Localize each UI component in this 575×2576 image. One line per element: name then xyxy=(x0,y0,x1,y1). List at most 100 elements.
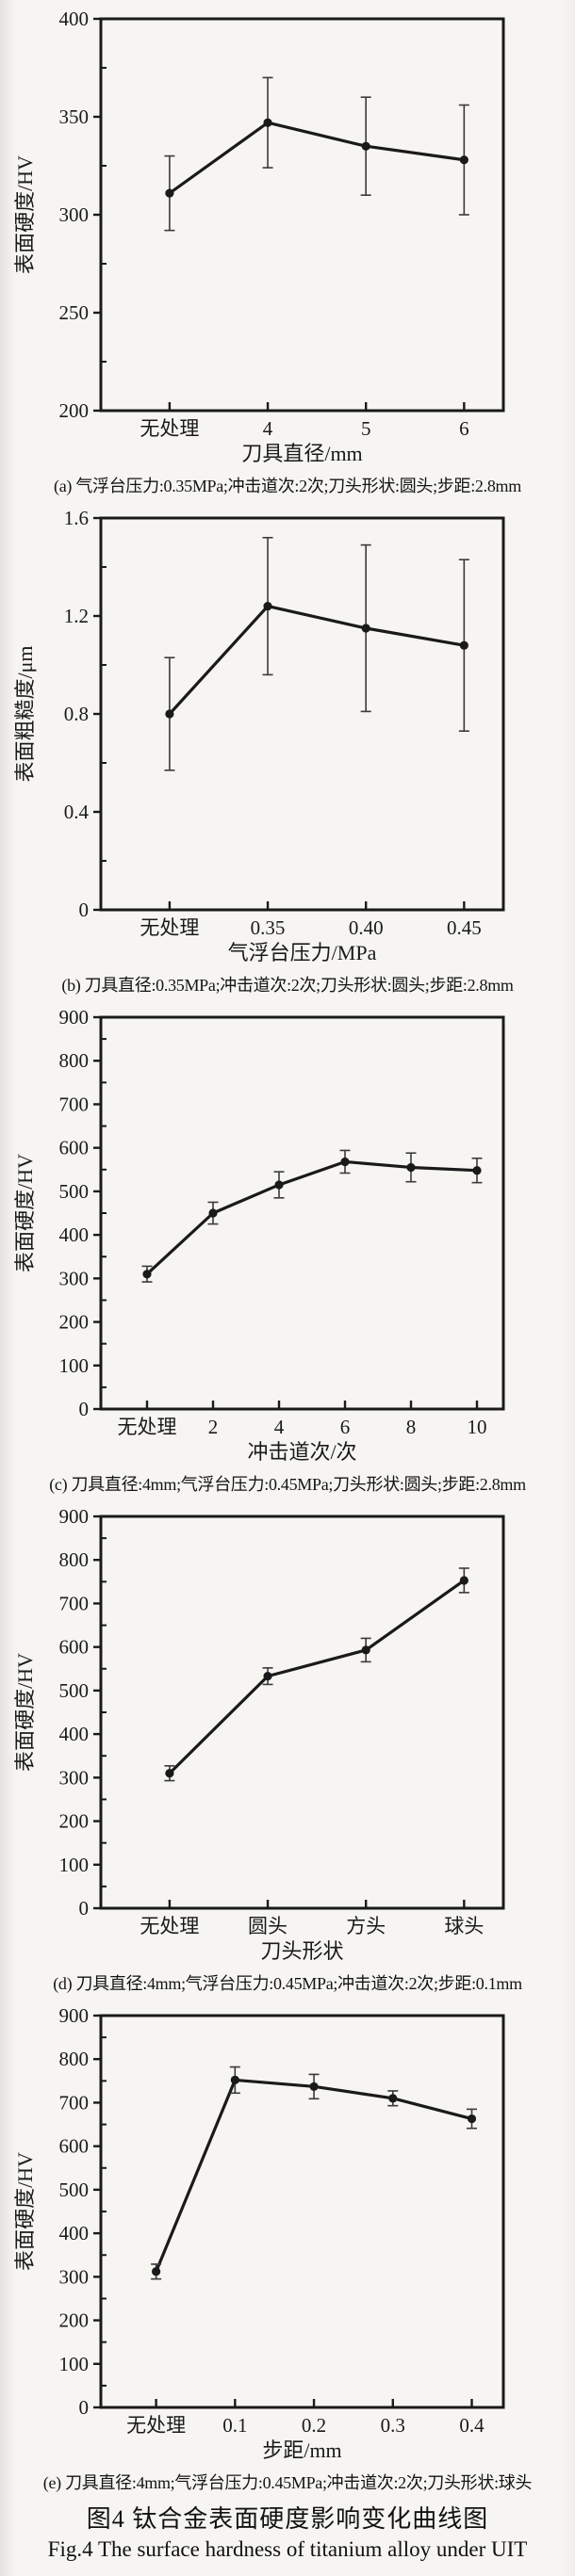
data-point-marker xyxy=(208,1208,218,1218)
x-tick-label: 无处理 xyxy=(140,916,199,939)
y-tick-label: 700 xyxy=(59,2091,90,2114)
data-point-marker xyxy=(263,118,272,127)
y-tick-label: 700 xyxy=(59,1592,90,1614)
chart-a-svg: 200 250 300 350 400 无处理 4 5 6 表面硬度/HV 刀具直径/mm xyxy=(13,8,505,465)
data-point-marker xyxy=(165,188,174,198)
y-tick-label: 500 xyxy=(59,2179,90,2201)
y-axis: 0 100 200 300 400 500 600 700 800 900 xyxy=(59,1505,107,1920)
chart-e-plot: 0 100 200 300 400 500 600 700 800 900 无处理 0.1 0.2 0.3… xyxy=(0,1997,575,2468)
x-axis: 无处理 4 5 6 xyxy=(140,402,469,440)
x-axis-title: 刀具直径/mm xyxy=(241,442,362,465)
y-tick-label: 300 xyxy=(59,1267,90,1289)
x-axis-title: 步距/mm xyxy=(262,2438,341,2462)
data-point-marker xyxy=(459,155,468,165)
y-tick-label: 600 xyxy=(59,1137,90,1159)
x-axis-title: 气浮台压力/MPa xyxy=(228,941,377,964)
y-axis-title: 表面粗糙度/μm xyxy=(13,645,37,782)
chart-a-caption: (a) 气浮台压力:0.35MPa;冲击道次:2次;刀头形状:圆头;步距:2.8… xyxy=(54,477,521,495)
chart-b-svg: 0 0.4 0.8 1.2 1.6 无处理 0.35 0.40 0.45 表面粗糙度/μm 气浮台压… xyxy=(13,507,505,964)
figure-title-english: Fig.4 The surface hardness of titanium a… xyxy=(47,2537,528,2561)
y-axis-title: 表面硬度/HV xyxy=(13,1653,37,1772)
y-tick-label: 250 xyxy=(59,301,90,324)
y-tick-label: 0.4 xyxy=(64,801,90,823)
data-point-marker xyxy=(165,709,174,719)
data-point-marker xyxy=(406,1162,416,1173)
y-tick-label: 350 xyxy=(59,105,90,128)
y-tick-label: 0 xyxy=(79,1897,90,1920)
chart-b-block: 0 0.4 0.8 1.2 1.6 无处理 0.35 0.40 0.45 表面粗糙度/μm 气浮台压… xyxy=(0,499,575,998)
y-axis: 200 250 300 350 400 xyxy=(59,8,107,422)
y-tick-label: 700 xyxy=(59,1093,90,1115)
y-tick-label: 0 xyxy=(79,899,90,921)
x-axis: 无处理 2 4 6 8 10 xyxy=(118,1401,487,1438)
y-tick-label: 400 xyxy=(59,2222,90,2244)
chart-b-caption: (b) 刀具直径:0.35MPa;冲击道次:2次;刀头形状:圆头;步距:2.8m… xyxy=(61,976,514,995)
y-tick-label: 800 xyxy=(59,1049,90,1072)
data-series xyxy=(164,76,469,232)
data-point-marker xyxy=(274,1180,284,1190)
y-tick-label: 600 xyxy=(59,1636,90,1659)
chart-a-plot: 200 250 300 350 400 无处理 4 5 6 表面硬度/HV 刀具直径/mm xyxy=(0,0,575,471)
y-tick-label: 500 xyxy=(59,1679,90,1702)
data-point-marker xyxy=(361,141,370,151)
x-tick-label: 0.40 xyxy=(349,916,384,939)
x-tick-label: 0.35 xyxy=(251,916,286,939)
y-tick-label: 800 xyxy=(59,1548,90,1571)
data-point-marker xyxy=(459,1576,468,1585)
y-tick-label: 900 xyxy=(59,2004,90,2027)
x-tick-label: 方头 xyxy=(346,1915,386,1937)
plot-frame xyxy=(99,17,505,413)
chart-e-svg: 0 100 200 300 400 500 600 700 800 900 无处理 0.1 0.2 0.3… xyxy=(13,2004,505,2462)
x-tick-label: 0.3 xyxy=(381,2414,405,2437)
x-axis: 无处理 圆头 方头 球头 xyxy=(140,1900,484,1937)
plot-frame xyxy=(99,1015,505,1411)
y-tick-label: 200 xyxy=(59,399,90,422)
data-point-marker xyxy=(165,1769,174,1778)
y-tick-label: 400 xyxy=(59,1723,90,1745)
data-series xyxy=(164,1567,469,1782)
y-tick-label: 200 xyxy=(59,1311,90,1334)
chart-d-block: 0 100 200 300 400 500 600 700 800 900 无处理 圆头 方头 球头 表面硬… xyxy=(0,1498,575,1997)
y-axis: 0 0.4 0.8 1.2 1.6 xyxy=(64,507,107,921)
chart-e-caption: (e) 刀具直径:4mm;气浮台压力:0.45MPa;冲击道次:2次;刀头形状:… xyxy=(42,2473,533,2492)
x-tick-label: 0.45 xyxy=(447,916,482,939)
x-tick-label: 无处理 xyxy=(118,1416,177,1438)
y-tick-label: 300 xyxy=(59,203,90,226)
chart-b-plot: 0 0.4 0.8 1.2 1.6 无处理 0.35 0.40 0.45 表面粗糙度/μm 气浮台压… xyxy=(0,499,575,970)
y-tick-label: 400 xyxy=(59,8,90,30)
data-point-marker xyxy=(230,2075,239,2085)
data-point-marker xyxy=(263,602,272,611)
data-point-marker xyxy=(309,2082,319,2091)
chart-d-caption: (d) 刀具直径:4mm;气浮台压力:0.45MPa;冲击道次:2次;步距:0.… xyxy=(53,1974,522,1993)
x-tick-label: 无处理 xyxy=(140,417,199,440)
data-point-marker xyxy=(388,2094,398,2103)
chart-a-block: 200 250 300 350 400 无处理 4 5 6 表面硬度/HV 刀具直径/mm (a) … xyxy=(0,0,575,499)
y-axis-title: 表面硬度/HV xyxy=(13,2152,37,2271)
x-tick-label: 2 xyxy=(208,1416,219,1438)
data-point-marker xyxy=(361,1645,370,1655)
y-tick-label: 100 xyxy=(59,2353,90,2375)
y-tick-label: 0 xyxy=(79,2396,90,2419)
chart-c-block: 0 100 200 300 400 500 600 700 800 900 无处理 2 4 6 8 10 表面硬… xyxy=(0,998,575,1498)
y-tick-label: 1.6 xyxy=(64,507,89,529)
x-tick-label: 球头 xyxy=(444,1915,484,1937)
y-tick-label: 0 xyxy=(79,1398,90,1420)
y-tick-label: 600 xyxy=(59,2135,90,2158)
y-tick-label: 900 xyxy=(59,1006,90,1029)
data-point-marker xyxy=(340,1157,350,1167)
plot-frame xyxy=(99,2014,505,2409)
x-tick-label: 0.4 xyxy=(459,2414,485,2437)
y-tick-label: 500 xyxy=(59,1180,90,1203)
data-point-marker xyxy=(467,2114,477,2124)
x-tick-label: 6 xyxy=(340,1416,351,1438)
data-point-marker xyxy=(263,1672,272,1681)
data-series xyxy=(151,2066,478,2280)
x-tick-label: 4 xyxy=(274,1416,285,1438)
chart-c-plot: 0 100 200 300 400 500 600 700 800 900 无处理 2 4 6 8 10 表面硬… xyxy=(0,998,575,1469)
y-axis-title: 表面硬度/HV xyxy=(13,155,37,274)
y-tick-label: 400 xyxy=(59,1223,90,1246)
x-tick-label: 6 xyxy=(459,417,469,440)
y-tick-label: 800 xyxy=(59,2048,90,2070)
chart-d-plot: 0 100 200 300 400 500 600 700 800 900 无处理 圆头 方头 球头 表面硬… xyxy=(0,1498,575,1968)
